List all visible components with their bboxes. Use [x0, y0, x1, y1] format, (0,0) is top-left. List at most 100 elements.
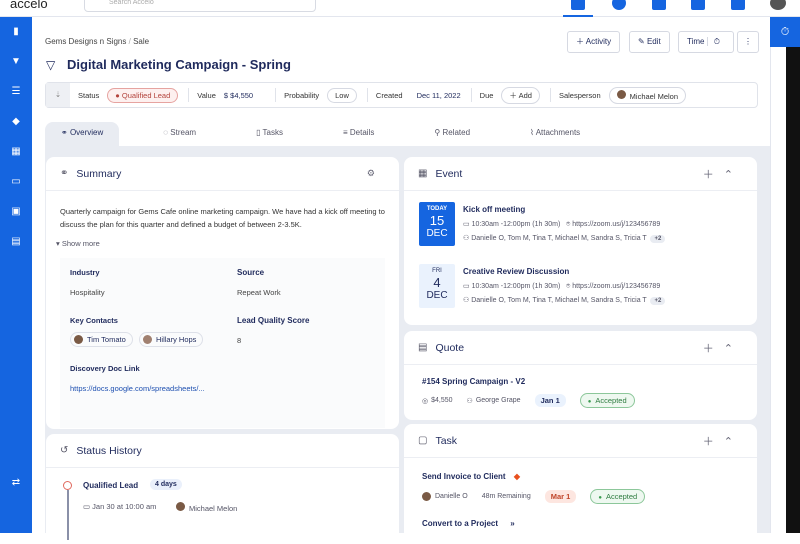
tab-attachments[interactable]: ⌇ Attachments: [530, 128, 581, 137]
sort-icon[interactable]: ⇣: [46, 83, 70, 107]
industry-label: Industry: [70, 268, 100, 277]
add-icon[interactable]: [571, 0, 585, 10]
summary-title: Summary: [76, 167, 122, 180]
avatar[interactable]: [770, 0, 786, 10]
inbox-icon[interactable]: [731, 0, 745, 10]
probability-badge[interactable]: Low: [327, 87, 357, 103]
contact-chip[interactable]: Tim Tomato: [70, 332, 133, 347]
created-label: Created: [375, 90, 403, 100]
salesperson-label: Salesperson: [558, 90, 601, 100]
add-due-button[interactable]: ＋ Add: [501, 86, 540, 104]
stopwatch-icon: ⏱: [706, 37, 720, 46]
event-date: TODAY 15 DEC: [419, 202, 455, 246]
contact-chip[interactable]: Hillary Hops: [139, 332, 204, 347]
history-status: Qualified Lead: [83, 481, 139, 490]
quote-name[interactable]: #154 Spring Campaign - V2: [422, 377, 526, 386]
add-collapse-controls[interactable]: ＋⌃: [702, 168, 743, 181]
briefcase-icon[interactable]: ▣: [11, 206, 21, 217]
source-value: Repeat Work: [237, 288, 281, 297]
industry-value: Hospitality: [70, 288, 105, 297]
window-edge: [786, 47, 800, 533]
funnel-icon[interactable]: ▼: [11, 56, 21, 67]
convert-to-project[interactable]: Convert to a Project »: [422, 519, 515, 528]
timeline-node: [63, 481, 72, 490]
event-title: Event: [435, 167, 463, 180]
task-name[interactable]: Send Invoice to Client ◆: [422, 472, 520, 481]
event-item[interactable]: Kick off meeting ▭ 10:30am -12:00pm (1h …: [463, 205, 666, 243]
task-title: Task: [435, 434, 458, 447]
duration-badge: 4 days: [150, 479, 182, 490]
page-title: Digital Marketing Campaign - Spring: [67, 57, 291, 72]
document-icon[interactable]: [652, 0, 666, 10]
history-icon: ↺: [60, 445, 69, 456]
report-icon[interactable]: ▤: [11, 236, 21, 247]
add-collapse-controls[interactable]: ＋⌃: [702, 342, 743, 355]
status-badge: Accepted: [579, 393, 635, 408]
tab-stream[interactable]: ◌ Stream: [163, 128, 197, 137]
add-collapse-controls[interactable]: ＋⌃: [702, 435, 743, 448]
time-button[interactable]: Time ⏱: [678, 31, 734, 53]
summary-fields: Industry Hospitality Source Repeat Work …: [60, 258, 385, 428]
add-activity-button[interactable]: ＋ Activity: [567, 31, 621, 53]
meta-bar: ⇣ Status ● Qualified Lead Value $ $4,550…: [45, 82, 758, 108]
task-details: Danielle O 48m Remaining Mar 1 Accepted: [422, 489, 646, 504]
task-card: ▢ Task ＋⌃ Send Invoice to Client ◆ Daniell…: [404, 424, 757, 544]
monitor-icon[interactable]: ▭: [11, 176, 21, 187]
timer-icon[interactable]: [612, 0, 626, 10]
salesperson-chip[interactable]: Michael Melon: [608, 86, 687, 104]
calendar-icon[interactable]: ▦: [11, 146, 21, 157]
value-label: Value: [197, 90, 216, 100]
tab-related[interactable]: ⚲ Related: [434, 128, 471, 137]
value: $ $4,550: [223, 90, 254, 100]
status-label: Status: [78, 90, 100, 100]
search-input[interactable]: Search Accelo: [84, 0, 316, 12]
history-user: Michael Melon: [176, 502, 237, 513]
chevrons-down-icon: »: [510, 519, 515, 528]
breadcrumb: Gems Designs n Signs / Sale: [45, 37, 150, 46]
right-rail: [770, 17, 786, 533]
tag-icon[interactable]: ◆: [12, 116, 20, 127]
binoculars-icon: ⚭: [60, 168, 69, 179]
score-label: Lead Quality Score: [237, 316, 310, 325]
quote-details: ◎ $4,550 ⚇ George Grape Jan 1 Accepted: [422, 393, 635, 408]
logo[interactable]: accelo: [10, 0, 48, 11]
show-more-button[interactable]: ▾ Show more: [56, 239, 100, 248]
money-icon: ◎: [422, 397, 429, 405]
status-badge[interactable]: ● Qualified Lead: [107, 87, 179, 103]
quote-card: ▤ Quote ＋⌃ #154 Spring Campaign - V2 ◎ $4,…: [404, 331, 757, 420]
tab-overview[interactable]: ⚭ Overview: [45, 122, 120, 148]
event-item[interactable]: Creative Review Discussion ▭ 10:30am -12…: [463, 267, 666, 305]
list-icon[interactable]: ☰: [11, 86, 21, 97]
event-card: ▦ Event ＋⌃: [404, 157, 757, 325]
score-value: 8: [237, 336, 242, 345]
active-indicator: [563, 15, 593, 17]
quote-title: Quote: [435, 341, 465, 354]
due-label: Due: [479, 90, 494, 100]
top-bar: [0, 0, 800, 17]
breadcrumb-section[interactable]: Sale: [133, 37, 150, 46]
contacts: Tim Tomato Hillary Hops: [70, 332, 207, 347]
event-date: FRI 4 DEC: [419, 264, 455, 308]
settings-icon[interactable]: ⚙: [366, 168, 385, 178]
status-history-title: Status History: [76, 444, 142, 457]
quote-icon: ▤: [418, 342, 428, 353]
breadcrumb-company[interactable]: Gems Designs n Signs: [45, 37, 127, 46]
calendar-icon: ▦: [418, 168, 428, 179]
calendar-icon[interactable]: [691, 0, 705, 10]
dashboard-icon[interactable]: ▮: [13, 26, 19, 37]
edit-button[interactable]: ✎ Edit: [629, 31, 670, 53]
status-badge: Accepted: [590, 489, 646, 504]
stopwatch-icon[interactable]: ⏱: [770, 17, 800, 47]
history-date: ▭ Jan 30 at 10:00 am: [83, 502, 157, 511]
more-options-icon[interactable]: ⋮: [737, 31, 759, 53]
created-date: Dec 11, 2022: [416, 90, 461, 100]
tab-details[interactable]: ≡ Details: [343, 128, 375, 137]
switch-icon[interactable]: ⇄: [11, 477, 21, 488]
funnel-icon: ▽: [46, 58, 56, 72]
contacts-label: Key Contacts: [70, 316, 118, 325]
probability-label: Probability: [284, 90, 320, 100]
summary-card: ⚭ Summary ⚙ Quarterly campaign for Gems Ca…: [46, 157, 399, 429]
tab-tasks[interactable]: ▯ Tasks: [256, 128, 283, 137]
doc-link[interactable]: https://docs.google.com/spreadsheets/...: [70, 384, 205, 393]
source-label: Source: [237, 268, 265, 277]
